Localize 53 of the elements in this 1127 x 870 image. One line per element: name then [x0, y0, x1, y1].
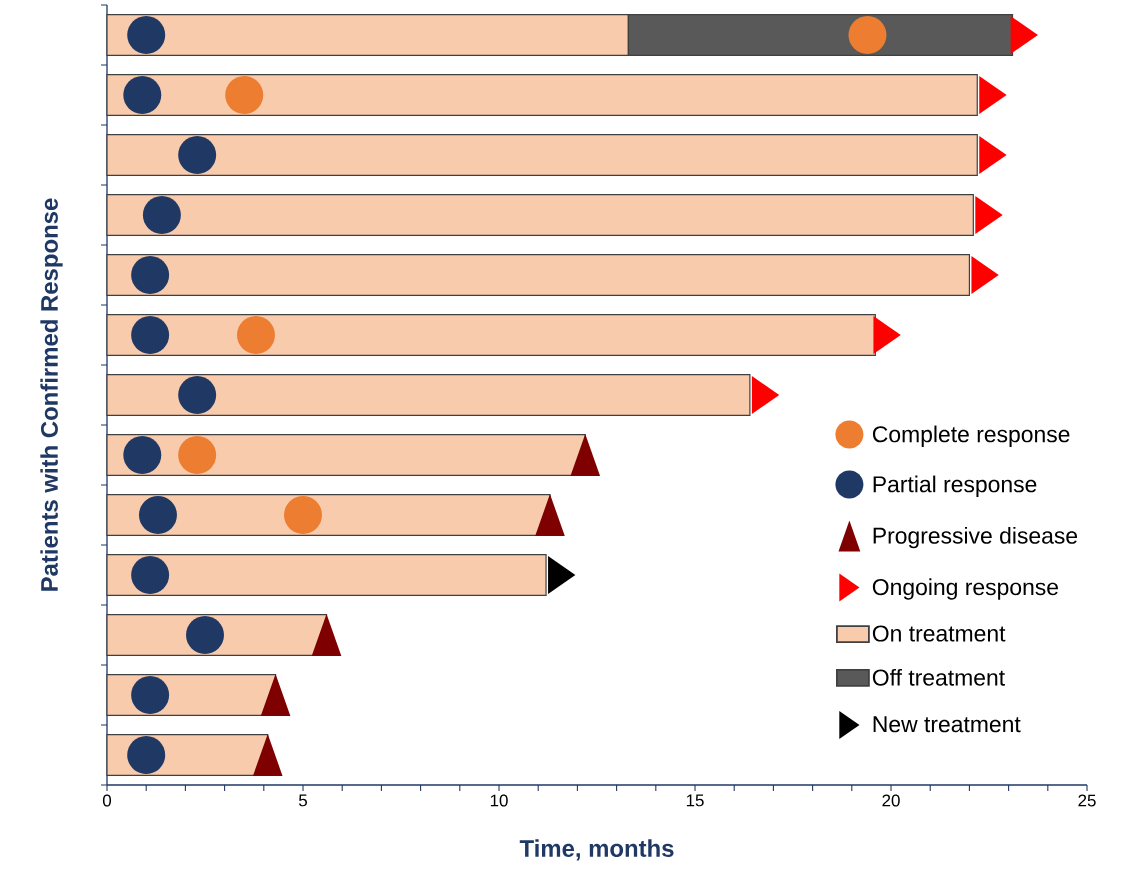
point [127, 16, 166, 54]
x-tick-label: 10 [490, 794, 508, 807]
point [848, 16, 887, 54]
point [311, 614, 342, 656]
point [131, 556, 170, 595]
point [225, 76, 264, 114]
point [131, 676, 170, 715]
point [127, 736, 166, 775]
point [131, 316, 170, 354]
legend-label: New treatment [873, 716, 1021, 733]
x-tick-label: 25 [1078, 794, 1096, 807]
point [138, 496, 177, 535]
point [284, 496, 322, 535]
point [975, 196, 1003, 234]
bar [106, 374, 751, 417]
point [186, 616, 224, 655]
x-tick-label: 5 [298, 794, 307, 807]
point [570, 434, 601, 476]
point [548, 556, 576, 595]
legend-label: Off treatment [872, 668, 1005, 686]
point [260, 674, 291, 716]
point [535, 494, 565, 536]
point [1010, 16, 1038, 54]
legend-label: Partial response [873, 475, 1037, 497]
point [236, 316, 275, 354]
bar [106, 74, 978, 116]
point [178, 136, 217, 174]
point [751, 376, 780, 414]
legend-label: On treatment [872, 625, 1006, 642]
legend-label: Complete response [872, 425, 1070, 447]
point [979, 136, 1007, 174]
bar [106, 134, 978, 176]
point [142, 196, 181, 234]
legend-label: Progressive disease [873, 526, 1078, 549]
point [123, 436, 162, 475]
legend-label: Ongoing response [872, 578, 1058, 600]
point [252, 734, 283, 776]
x-tick-label: 15 [686, 794, 704, 807]
bar [106, 314, 876, 357]
point [873, 316, 901, 354]
point [123, 76, 162, 114]
bar [106, 194, 974, 236]
bar [106, 554, 547, 597]
point [979, 76, 1007, 114]
x-tick-label: 0 [102, 794, 112, 807]
point [178, 376, 217, 414]
point [131, 256, 170, 294]
x-axis-title: Time, months [519, 839, 674, 861]
x-tick-label: 20 [882, 794, 900, 807]
y-axis-title: Patients with Confirmed Response [40, 198, 63, 591]
point [971, 256, 999, 294]
bar [106, 254, 971, 296]
point [178, 436, 217, 475]
